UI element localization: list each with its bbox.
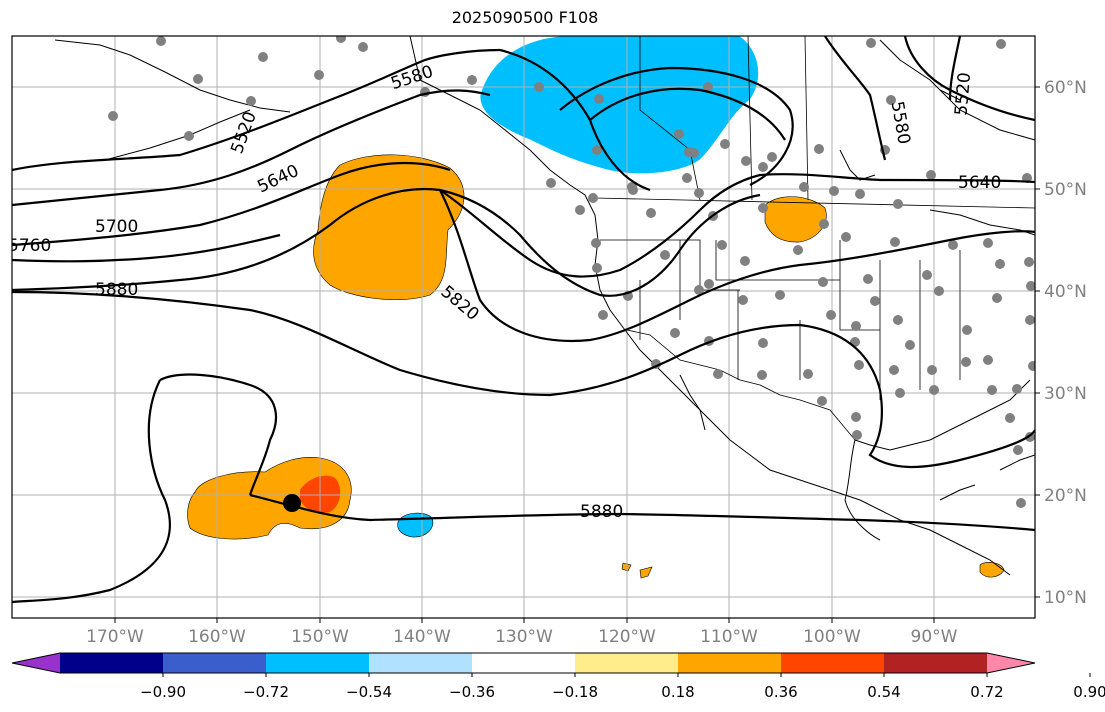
colorbar-bin	[60, 653, 164, 673]
positive-anomaly-speck-c	[979, 561, 1005, 578]
contour-label: 5700	[95, 217, 138, 237]
contour-label: 5880	[580, 502, 623, 522]
lat-label: 50°N	[1044, 180, 1087, 200]
positive-anomaly-region-plains	[764, 196, 827, 243]
colorbar-bin	[781, 653, 885, 673]
lon-label: 120°W	[598, 627, 656, 647]
latitude-labels: 60°N 50°N 40°N 30°N 20°N 10°N	[1044, 78, 1087, 608]
colorbar-tick-label: 0.36	[764, 683, 797, 701]
colorbar-bin	[472, 653, 576, 673]
positive-anomaly-region-hawaii	[187, 457, 352, 540]
colorbar-bin	[884, 653, 988, 673]
lat-label: 30°N	[1044, 384, 1087, 404]
contour-label: 5880	[95, 280, 138, 300]
colorbar-tick-label: 0.72	[970, 683, 1003, 701]
contour-label: 5520	[951, 72, 975, 117]
colorbar-tick-label: −0.54	[346, 683, 392, 701]
height-contours	[12, 36, 1035, 604]
colorbar-bin	[678, 653, 782, 673]
lon-label: 160°W	[188, 627, 246, 647]
storm-center-marker	[283, 494, 301, 512]
lon-label: 150°W	[291, 627, 349, 647]
lon-label: 100°W	[803, 627, 861, 647]
colorbar-bin	[163, 653, 267, 673]
colorbar-extend-min	[12, 653, 60, 673]
contour-label: 5520	[227, 109, 261, 156]
lat-label: 10°N	[1044, 588, 1087, 608]
colorbar-extend-max	[987, 653, 1035, 673]
lon-label: 130°W	[495, 627, 553, 647]
lon-label: 110°W	[700, 627, 758, 647]
map-area: 5580 5520 5640 5700 5760 5880 5820 5580 …	[8, 36, 1035, 618]
colorbar-tick-label: −0.72	[243, 683, 289, 701]
colorbar-tick-label: 0.18	[661, 683, 694, 701]
lon-label: 90°W	[911, 627, 958, 647]
positive-anomaly-speck-b	[639, 566, 653, 579]
colorbar-bin	[575, 653, 679, 673]
colorbar-tick-label: −0.36	[449, 683, 495, 701]
lat-label: 20°N	[1044, 486, 1087, 506]
colorbar-bin	[266, 653, 370, 673]
contour-label: 5640	[958, 173, 1001, 193]
lat-label: 60°N	[1044, 78, 1087, 98]
negative-anomaly-region-small	[397, 512, 434, 538]
contour-label: 5580	[887, 100, 914, 146]
axis-ticks	[114, 86, 1040, 623]
colorbar: −0.90 −0.72 −0.54 −0.36 −0.18 0.18 0.36 0.54 0.7…	[11, 652, 1105, 701]
positive-anomaly-region-pacific	[313, 154, 465, 300]
longitude-labels: 170°W 160°W 150°W 140°W 130°W 120°W 110°…	[86, 627, 958, 647]
lon-label: 170°W	[86, 627, 144, 647]
colorbar-tick-label: −0.18	[552, 683, 598, 701]
map-title: 2025090500 F108	[451, 8, 599, 27]
colorbar-tick-label: 0.90	[1073, 683, 1105, 701]
coastlines	[54, 36, 1035, 576]
graticule	[12, 36, 1035, 618]
contour-label: 5760	[8, 236, 51, 256]
lon-label: 140°W	[393, 627, 451, 647]
lat-label: 40°N	[1044, 282, 1087, 302]
colorbar-bin	[369, 653, 473, 673]
colorbar-tick-label: 0.54	[867, 683, 900, 701]
colorbar-outline	[11, 652, 1036, 674]
colorbar-tick-label: −0.90	[140, 683, 186, 701]
